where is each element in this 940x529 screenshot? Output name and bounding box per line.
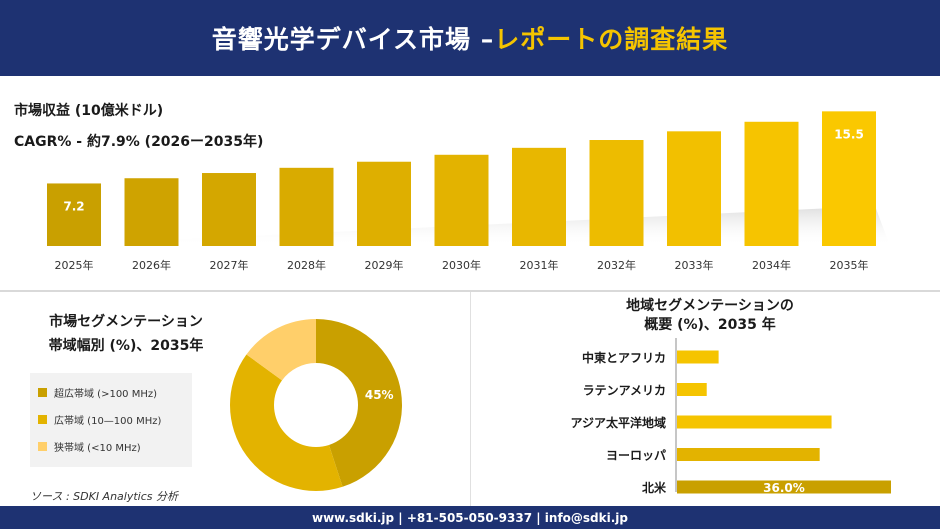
year-tick-label: 2033年: [675, 258, 714, 272]
year-tick-label: 2027年: [210, 258, 249, 272]
region-category-label: ヨーロッパ: [606, 449, 666, 463]
footer-bar: www.sdki.jp | +81-505-050-9337 | info@sd…: [0, 506, 940, 529]
legend-swatch: [38, 415, 47, 424]
region-category-label: 中東とアフリカ: [582, 350, 666, 365]
year-tick-label: 2028年: [287, 258, 326, 272]
region-title: 地域セグメンテーションの 概要 (%)、2035 年: [626, 298, 794, 333]
header-banner: 音響光学デバイス市場 –レポートの調査結果: [0, 0, 940, 76]
region-bar: [677, 350, 719, 364]
revenue-bar: [279, 167, 334, 246]
contact-info: www.sdki.jp | +81-505-050-9337 | info@sd…: [311, 510, 628, 525]
revenue-bar: [589, 140, 644, 246]
revenue-bar: [512, 147, 566, 246]
legend-item: 広帯域 (10—100 MHz): [38, 406, 184, 433]
revenue-bar: [744, 121, 799, 246]
revenue-bar-chart: 2025年 7.2 2026年 2027年 2028年 2029年 2030年 2031年 20…: [40, 111, 890, 272]
year-tick-label: 2031年: [520, 258, 559, 272]
year-tick-label: 2032年: [597, 258, 636, 272]
revenue-bar: [357, 161, 411, 246]
region-category-label: アジア太平洋地域: [570, 415, 666, 430]
revenue-bar: [822, 111, 876, 246]
legend-item: 超広帯域 (>100 MHz): [38, 379, 184, 406]
legend-label: 超広帯域 (>100 MHz): [54, 389, 158, 400]
segmentation-title: 市場セグメンテーション 帯域幅別 (%)、2035年: [48, 314, 204, 354]
bandwidth-legend: 超広帯域 (>100 MHz) 広帯域 (10—100 MHz) 狭帯域 (<1…: [30, 373, 192, 467]
year-tick-label: 2035年: [830, 258, 869, 272]
legend-item: 狭帯域 (<10 MHz): [38, 433, 184, 460]
column-divider: [470, 292, 471, 506]
year-tick-label: 2029年: [365, 258, 404, 272]
region-category-label: ラテンアメリカ: [583, 384, 666, 398]
bar-data-label: 15.5: [834, 127, 864, 141]
year-tick-label: 2025年: [55, 258, 94, 272]
revenue-bar: [202, 173, 256, 246]
region-bar: [677, 415, 832, 429]
source-note: ソース : SDKI Analytics 分析: [30, 490, 179, 503]
year-tick-label: 2030年: [442, 258, 481, 272]
legend-label: 狭帯域 (<10 MHz): [54, 443, 141, 454]
market-revenue-label: 市場収益 (10億米ドル): [14, 103, 164, 119]
year-tick-label: 2034年: [752, 258, 791, 272]
bar-data-label: 7.2: [63, 199, 84, 213]
region-bar: [677, 480, 891, 494]
region-bar: [677, 448, 820, 461]
region-bar: [677, 383, 707, 396]
region-category-label: 北米: [642, 480, 667, 495]
revenue-bar: [124, 178, 179, 246]
cagr-label: CAGR% - 約7.9% (2026ー2035年): [14, 134, 264, 150]
revenue-bar: [667, 131, 721, 246]
revenue-bar: [47, 183, 101, 246]
bandwidth-donut-chart: 45%: [230, 319, 402, 491]
donut-slice: [246, 319, 316, 381]
slice-data-label: 45%: [365, 388, 394, 402]
section-divider: [0, 290, 940, 292]
donut-slice: [316, 319, 402, 487]
legend-swatch: [38, 442, 47, 451]
market-revenue-panel: 2025年 7.2 2026年 2027年 2028年 2029年 2030年 2031年 20…: [0, 76, 940, 289]
report-title: 音響光学デバイス市場 –レポートの調査結果: [211, 25, 729, 54]
legend-swatch: [38, 388, 47, 397]
region-data-label: 36.0%: [763, 481, 805, 495]
revenue-bar: [434, 154, 489, 246]
legend-label: 広帯域 (10—100 MHz): [54, 416, 162, 427]
year-tick-label: 2026年: [132, 258, 171, 272]
donut-slice: [230, 354, 343, 491]
